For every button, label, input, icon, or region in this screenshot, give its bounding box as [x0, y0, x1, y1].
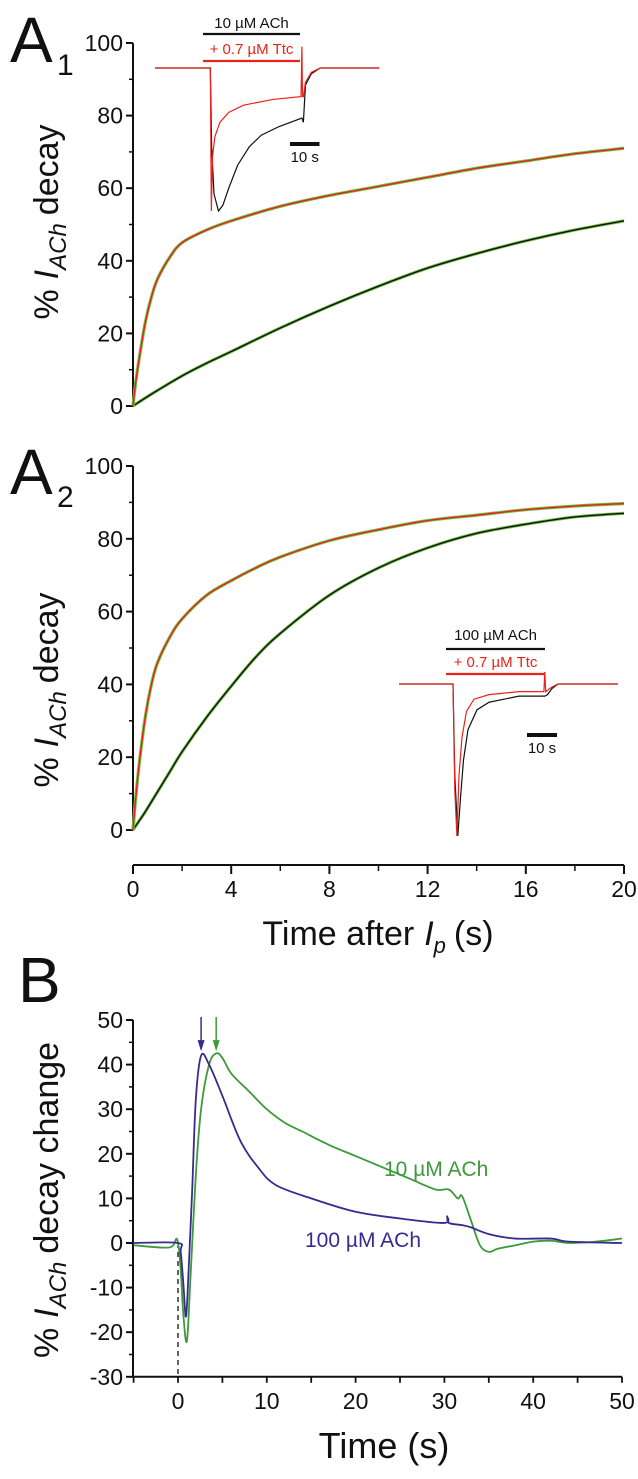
ylabel-suffix: decay change	[28, 1042, 66, 1254]
panel-label: A	[10, 436, 53, 508]
y-tick-label: 20	[97, 320, 123, 346]
panel-a1: A 1% IACh decay 0 20 40 60 80 100 10 µM ACh + 0.7 µ…	[10, 4, 625, 419]
ylabel-prefix: %	[28, 289, 66, 319]
x-tick-label: 0	[127, 876, 140, 902]
x-tick-label: 40	[520, 1388, 546, 1414]
series-line-ttc	[132, 147, 625, 407]
ylabel-suffix: decay	[28, 592, 66, 683]
panel-label: A	[10, 4, 53, 76]
panel-b: B% IACh decay change -30 -20 -10 0 10 20 30 40 50 0 1…	[18, 944, 635, 1466]
y-tick-label: 80	[97, 526, 123, 552]
ylabel-sub: ACh	[45, 223, 72, 272]
x-tick-label: 20	[611, 876, 637, 902]
xlabel-italic: I	[424, 915, 434, 953]
series-label-10uM: 10 µM ACh	[384, 1158, 488, 1181]
inset-agonist-label: 10 µM ACh	[214, 15, 289, 32]
series-line-control	[132, 512, 625, 831]
ylabel-italic: I	[28, 269, 66, 279]
peak-arrow-icon	[212, 1040, 220, 1052]
y-tick-label: 30	[97, 1096, 123, 1122]
xlabel-prefix: Time after	[262, 915, 414, 953]
ylabel-prefix: %	[28, 757, 66, 787]
inset-trace-ttc	[399, 671, 618, 837]
ylabel-italic: I	[28, 1308, 66, 1318]
y-tick-label: 20	[97, 1141, 123, 1167]
y-tick-label: -10	[90, 1275, 123, 1301]
x-tick-label: 4	[225, 876, 238, 902]
x-tick-label: 8	[323, 876, 336, 902]
series-line-control	[132, 220, 625, 407]
y-tick-label: 10	[97, 1185, 123, 1211]
y-tick-label: 80	[97, 103, 123, 129]
panel-label-sub: 1	[57, 49, 74, 82]
x-axis-label: Time after Ip (s)	[262, 915, 493, 958]
y-tick-label: 100	[85, 453, 123, 479]
panel-label-sub: 2	[57, 481, 74, 514]
x-tick-label: 16	[513, 876, 539, 902]
y-tick-label: -30	[90, 1364, 123, 1390]
xlabel-suffix: (s)	[454, 915, 494, 953]
y-tick-label: 0	[110, 1230, 123, 1256]
inset-ttc-label: + 0.7 µM Ttc	[454, 654, 538, 671]
panel-label: B	[18, 944, 61, 1016]
ylabel-italic: I	[28, 737, 66, 747]
y-tick-label: 100	[85, 30, 123, 56]
ylabel-sub: ACh	[45, 691, 72, 740]
fit-line-control	[132, 219, 625, 408]
x-tick-label: 10	[254, 1388, 280, 1414]
y-tick-label: 40	[97, 1052, 123, 1078]
y-tick-label: 60	[97, 599, 123, 625]
y-tick-label: 40	[97, 671, 123, 697]
inset-ttc-label: + 0.7 µM Ttc	[210, 41, 294, 58]
y-tick-label: 50	[97, 1007, 123, 1033]
y-tick-label: -20	[90, 1319, 123, 1345]
peak-arrow-icon	[197, 1040, 205, 1052]
x-axis-label: Time (s)	[319, 1425, 450, 1466]
x-tick-label: 0	[172, 1388, 185, 1414]
x-tick-label: 12	[415, 876, 441, 902]
y-axis-label: % IACh decay	[28, 124, 72, 319]
inset-agonist-label: 100 µM ACh	[454, 627, 537, 644]
series-line-ttc	[132, 502, 625, 831]
ylabel-suffix: decay	[28, 124, 66, 215]
inset-trace-control	[399, 683, 618, 837]
x-tick-label: 50	[609, 1388, 635, 1414]
y-tick-label: 60	[97, 175, 123, 201]
scale-bar-label: 10 s	[291, 149, 319, 166]
ylabel-prefix: %	[28, 1328, 66, 1358]
series-label-100uM: 100 µM ACh	[305, 1229, 421, 1252]
xlabel-sub: p	[433, 933, 446, 958]
series-line-b_100uM	[133, 1052, 623, 1318]
inset-trace-ttc	[155, 46, 380, 212]
inset-trace-control	[155, 67, 380, 213]
x-tick-label: 20	[343, 1388, 369, 1414]
fit-line-ttc	[131, 501, 625, 831]
fit-line-control	[131, 511, 625, 831]
series-line-b_10uM	[133, 1052, 623, 1344]
y-tick-label: 0	[110, 393, 123, 419]
y-axis-label: % IACh decay change	[28, 1042, 72, 1358]
y-tick-label: 20	[97, 744, 123, 770]
scale-bar-label: 10 s	[528, 740, 556, 757]
x-tick-label: 30	[432, 1388, 458, 1414]
y-tick-label: 0	[110, 817, 123, 843]
ylabel-sub: ACh	[45, 1262, 72, 1311]
y-tick-label: 40	[97, 248, 123, 274]
y-axis-label: % IACh decay	[28, 592, 72, 787]
